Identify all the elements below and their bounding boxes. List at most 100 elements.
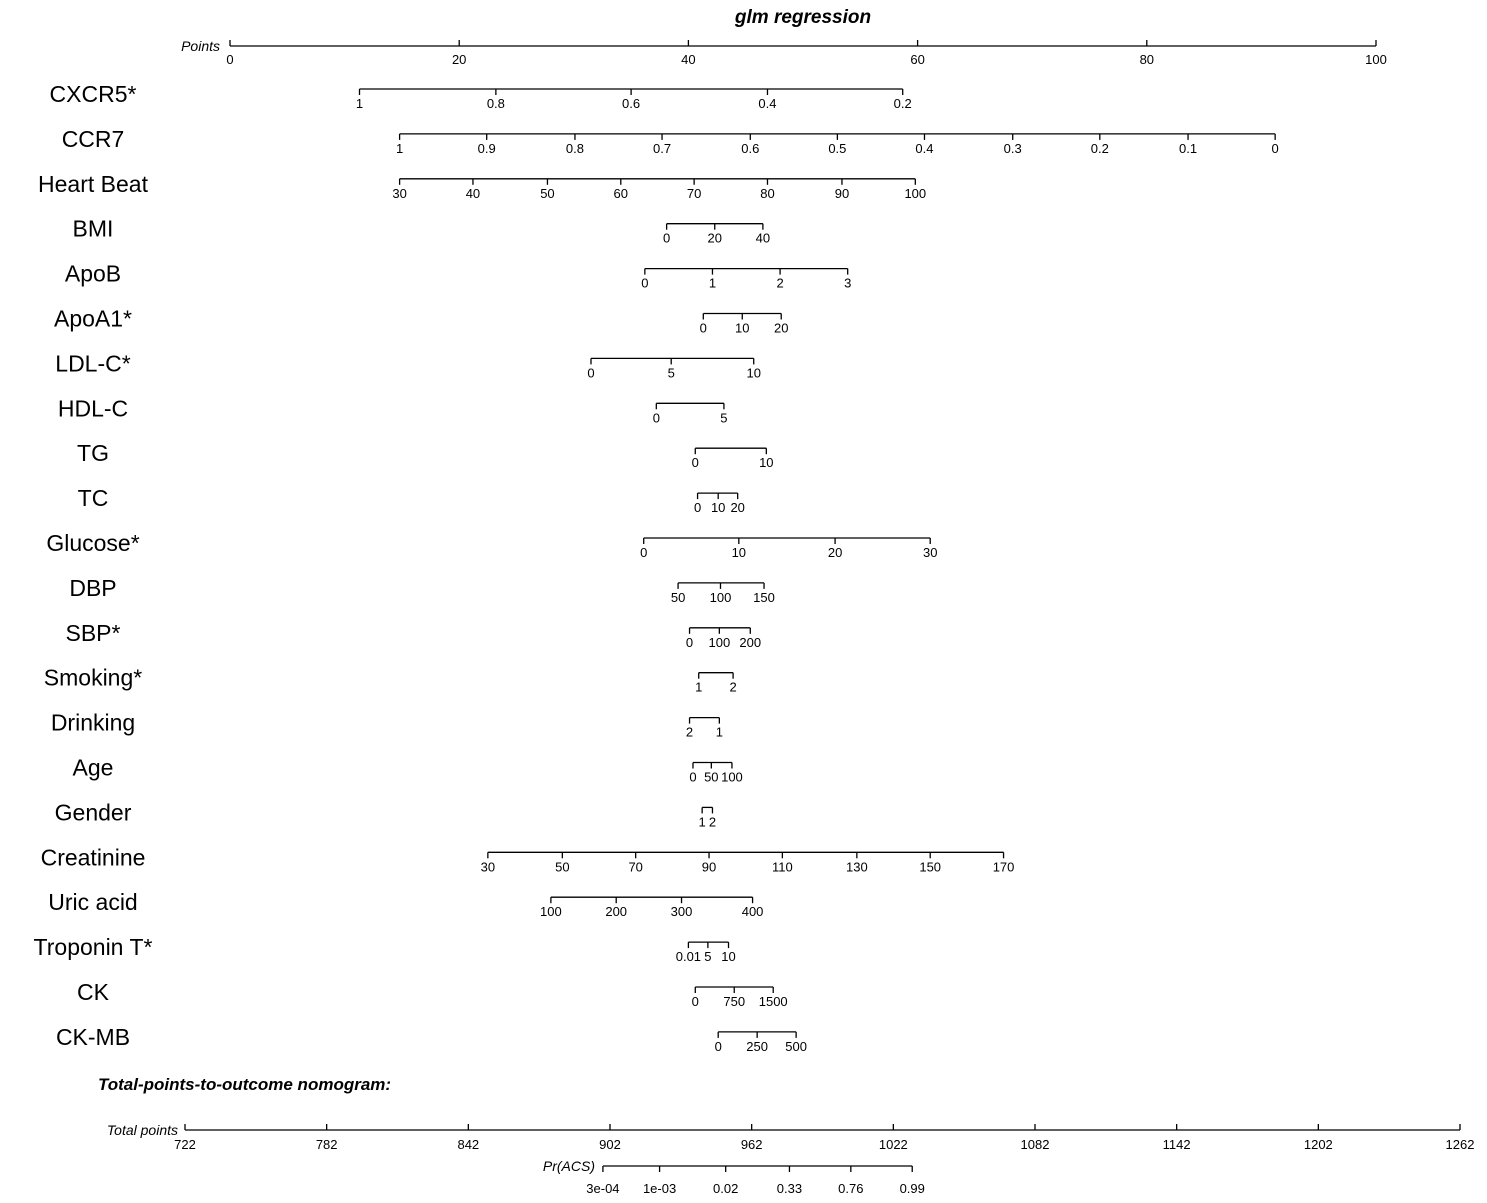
variable-tick-label: 0.2 (894, 96, 912, 111)
points-axis: 0 20 40 60 80 100 (226, 40, 1387, 67)
variable-tick-label: 40 (466, 186, 480, 201)
variable-tick-label: 5 (704, 949, 711, 964)
variable-tick-label: 100 (540, 904, 562, 919)
variable-tick-label: 100 (710, 590, 732, 605)
variable-tick-label: 2 (686, 725, 693, 740)
section-title: Total-points-to-outcome nomogram: (98, 1075, 391, 1094)
variable-name: LDL-C* (55, 350, 130, 376)
variable-tick-label: 30 (392, 186, 406, 201)
total-points-axis: 722 782 842 902 962 1022 1082 1142 1202 1262 (174, 1124, 1474, 1152)
variable-tick-label: 750 (723, 994, 745, 1009)
variable-tick-label: 20 (708, 231, 722, 246)
total-points-axis-label: Total points (107, 1122, 178, 1138)
variable-name: Heart Beat (38, 171, 149, 197)
variable-tick-label: 0.01 (676, 949, 701, 964)
variable-tick-label: 200 (739, 635, 761, 650)
total-axis-tick-label: 1202 (1304, 1137, 1333, 1152)
variable-tick-label: 0.6 (622, 96, 640, 111)
variable-tick-label: 10 (732, 545, 746, 560)
variable-name: Troponin T* (34, 934, 153, 960)
variable-tick-label: 0 (686, 635, 693, 650)
variable-name: HDL-C (58, 395, 128, 421)
total-axis-tick-label: 1262 (1446, 1137, 1475, 1152)
variable-tick-label: 70 (687, 186, 701, 201)
variable-row: HDL-C 0 5 (58, 395, 728, 425)
variable-tick-label: 250 (746, 1039, 768, 1054)
variable-row: TC 0 10 20 (78, 485, 745, 515)
variable-tick-label: 5 (668, 365, 675, 380)
variable-name: CK (77, 979, 110, 1005)
variable-tick-label: 1500 (759, 994, 788, 1009)
variable-name: Glucose* (46, 530, 139, 556)
variable-tick-label: 90 (702, 859, 716, 874)
variable-row: DBP 50 100 150 (69, 575, 775, 605)
total-axis-tick-label: 782 (316, 1137, 338, 1152)
variable-row: Drinking 2 1 (51, 710, 723, 740)
variable-name: ApoB (65, 261, 121, 287)
variable-tick-label: 2 (729, 680, 736, 695)
variable-tick-label: 0 (715, 1039, 722, 1054)
variable-tick-label: 0.7 (653, 141, 671, 156)
variable-tick-label: 500 (785, 1039, 807, 1054)
variable-row: ApoA1* 0 10 20 (54, 306, 788, 336)
variable-name: TG (77, 440, 109, 466)
variable-tick-label: 0.3 (1004, 141, 1022, 156)
outcome-axis-tick-label: 3e-04 (586, 1181, 619, 1196)
variable-tick-label: 50 (555, 859, 569, 874)
variable-tick-label: 0 (641, 276, 648, 291)
variable-tick-label: 0 (692, 455, 699, 470)
variable-name: CXCR5* (50, 81, 137, 107)
total-axis-tick-label: 1022 (879, 1137, 908, 1152)
variable-tick-label: 100 (721, 770, 743, 785)
variable-tick-label: 110 (772, 859, 793, 874)
points-axis-tick-label: 80 (1140, 52, 1154, 67)
variable-tick-label: 2 (709, 814, 716, 829)
total-axis-tick-label: 1142 (1163, 1137, 1191, 1152)
variable-tick-label: 10 (711, 500, 725, 515)
variable-row: TG 0 10 (77, 440, 774, 470)
variable-rows: CXCR5* 1 0.8 0.6 0.4 0.2 CCR7 1 0.9 0.8 0.7 0.6 0.5 0… (34, 81, 1279, 1054)
variable-tick-label: 50 (540, 186, 554, 201)
outcome-axis-tick-label: 1e-03 (643, 1181, 676, 1196)
variable-tick-label: 0.1 (1179, 141, 1197, 156)
variable-row: Glucose* 0 10 20 30 (46, 530, 937, 560)
variable-name: Drinking (51, 710, 135, 736)
variable-tick-label: 1 (396, 141, 403, 156)
variable-tick-label: 300 (671, 904, 693, 919)
variable-tick-label: 20 (828, 545, 842, 560)
variable-tick-label: 20 (774, 321, 788, 336)
variable-tick-label: 0.8 (487, 96, 505, 111)
variable-row: CCR7 1 0.9 0.8 0.7 0.6 0.5 0.4 0.3 0.2 0.1 0 (62, 126, 1279, 156)
variable-name: Creatinine (41, 844, 146, 870)
points-axis-tick-label: 100 (1365, 52, 1387, 67)
variable-tick-label: 1 (709, 276, 716, 291)
variable-row: Troponin T* 0.01 5 10 (34, 934, 736, 964)
variable-row: Uric acid 100 200 300 400 (48, 889, 763, 919)
outcome-axis-tick-label: 0.99 (900, 1181, 925, 1196)
variable-tick-label: 130 (846, 859, 868, 874)
outcome-axis-tick-label: 0.33 (777, 1181, 802, 1196)
variable-tick-label: 0.9 (478, 141, 496, 156)
variable-tick-label: 5 (720, 410, 727, 425)
variable-name: ApoA1* (54, 306, 132, 332)
variable-tick-label: 3 (844, 276, 851, 291)
variable-row: CK 0 750 1500 (77, 979, 788, 1009)
variable-tick-label: 100 (708, 635, 730, 650)
variable-tick-label: 30 (481, 859, 495, 874)
outcome-axis-tick-label: 0.76 (838, 1181, 863, 1196)
variable-row: Age 0 50 100 (73, 755, 743, 785)
points-axis-tick-label: 20 (452, 52, 466, 67)
variable-tick-label: 0 (587, 365, 594, 380)
outcome-axis-tick-label: 0.02 (713, 1181, 738, 1196)
variable-name: BMI (73, 216, 114, 242)
variable-tick-label: 0 (700, 321, 707, 336)
variable-name: TC (78, 485, 109, 511)
variable-tick-label: 0.8 (566, 141, 584, 156)
variable-row: Smoking* 1 2 (44, 665, 737, 695)
variable-tick-label: 0.2 (1091, 141, 1109, 156)
variable-tick-label: 0 (694, 500, 701, 515)
variable-tick-label: 10 (721, 949, 735, 964)
variable-tick-label: 170 (993, 859, 1015, 874)
variable-tick-label: 1 (356, 96, 363, 111)
